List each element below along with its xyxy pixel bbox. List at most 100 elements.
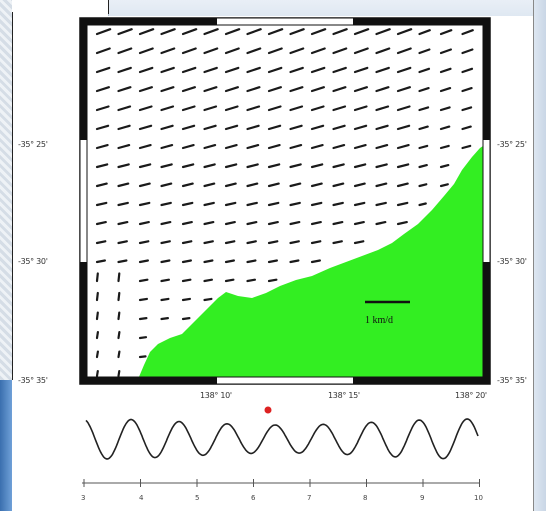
current-vector-arrow — [375, 66, 390, 74]
time-tick-label-6: 6 — [251, 494, 256, 502]
current-vector-arrow — [246, 86, 261, 93]
current-vector-arrow — [396, 105, 411, 112]
current-vector-arrow — [138, 66, 154, 74]
current-vector-arrow — [95, 66, 111, 74]
current-vector-arrow — [289, 28, 305, 36]
current-vector-arrow — [332, 144, 346, 150]
current-vector-arrow — [117, 331, 121, 340]
current-vector-arrow — [418, 202, 427, 207]
current-vector-arrow — [332, 163, 345, 169]
current-vector-arrow — [181, 144, 195, 150]
current-vector-arrow — [160, 124, 174, 131]
current-vector-arrow — [246, 105, 261, 112]
current-vector-arrow — [310, 221, 322, 226]
current-vector-arrow — [160, 201, 172, 207]
current-vector-arrow — [160, 182, 173, 188]
current-vector-arrow — [117, 221, 129, 226]
bottom-frame-segment-1 — [80, 377, 217, 384]
current-vector-arrow — [160, 66, 175, 74]
current-vector-arrow — [117, 163, 130, 169]
current-vector-arrow — [224, 144, 238, 150]
right-frame-segment-2 — [483, 262, 490, 384]
current-vector-arrow — [418, 48, 431, 55]
current-vector-arrow — [418, 183, 428, 188]
current-vector-arrow — [353, 86, 368, 93]
current-vector-arrow — [461, 86, 473, 93]
current-vector-arrow — [181, 297, 191, 302]
current-vector-arrow — [138, 182, 151, 188]
scale-label: 1 km/d — [365, 315, 394, 326]
current-vector-arrow — [310, 144, 324, 150]
current-vector-arrow — [375, 124, 389, 131]
current-vector-arrow — [439, 86, 452, 93]
current-vector-arrow — [95, 370, 99, 378]
current-vector-arrow — [181, 163, 195, 169]
current-vector-arrow — [181, 105, 196, 112]
current-vector-arrow — [396, 163, 410, 169]
current-vector-arrow — [267, 163, 281, 169]
current-vector-arrow — [224, 105, 239, 112]
current-vector-arrow — [439, 67, 452, 74]
current-vector-arrow — [117, 291, 121, 302]
current-vector-arrow — [310, 28, 327, 36]
current-vector-arrow — [160, 221, 172, 226]
current-vector-arrow — [267, 201, 280, 207]
current-vector-arrow — [332, 240, 343, 245]
current-vector-arrow — [138, 144, 152, 150]
current-vector-arrow — [95, 144, 109, 150]
current-vector-arrow — [224, 163, 238, 169]
current-vector-arrow — [181, 124, 196, 131]
current-vector-arrow — [181, 28, 198, 36]
current-vector-arrow — [224, 28, 241, 36]
current-vector-arrow — [117, 105, 132, 112]
current-vector-arrow — [181, 259, 192, 264]
time-axis-ticks — [83, 479, 480, 487]
current-vector-arrow — [353, 240, 365, 245]
current-vector-arrow — [246, 182, 259, 188]
current-vector-arrow — [396, 86, 411, 93]
current-vector-arrow — [160, 278, 170, 283]
current-vector-arrow — [203, 221, 215, 226]
current-vector-arrow — [138, 355, 147, 359]
current-vector-arrow — [117, 201, 129, 207]
current-vector-arrow — [375, 47, 391, 55]
left-frame-segment-2 — [80, 262, 87, 384]
time-tick-label-10: 10 — [474, 494, 483, 502]
current-vector-arrow — [310, 182, 323, 188]
current-vector-arrow — [117, 272, 121, 283]
current-vector-arrow — [224, 182, 237, 188]
current-vector-arrow — [203, 47, 219, 55]
current-vector-arrow — [95, 47, 111, 55]
current-vector-arrow — [289, 163, 302, 169]
current-vector-arrow — [267, 47, 283, 55]
current-vector-arrow — [138, 259, 149, 264]
current-vector-arrow — [203, 144, 217, 150]
current-vector-arrow — [117, 86, 132, 93]
current-vector-arrow — [396, 28, 413, 36]
current-vector-arrow — [246, 28, 262, 36]
current-vector-arrow — [224, 240, 236, 245]
current-vector-arrow — [418, 144, 429, 150]
bottom-frame-segment-2 — [353, 377, 490, 384]
current-vector-arrow — [95, 163, 109, 169]
current-vector-arrow — [95, 28, 112, 36]
current-vector-arrow — [181, 86, 196, 93]
current-vector-arrow — [224, 47, 240, 55]
current-vector-arrow — [246, 124, 260, 131]
current-vector-arrow — [203, 163, 216, 169]
current-vector-arrow — [332, 66, 347, 74]
current-vector-arrow — [310, 259, 321, 264]
current-vector-arrow — [181, 201, 194, 207]
current-vector-arrow — [203, 66, 218, 74]
current-vector-arrow — [160, 47, 176, 55]
current-vector-arrow — [289, 182, 302, 188]
current-vector-arrow — [375, 86, 390, 93]
current-vector-arrow — [439, 106, 451, 112]
current-vector-arrow — [310, 240, 322, 245]
current-vector-arrow — [461, 125, 472, 131]
time-tick-label-7: 7 — [307, 494, 312, 502]
right-border-line — [533, 0, 534, 511]
current-vector-arrow — [439, 48, 452, 55]
current-vector-arrow — [332, 47, 348, 55]
current-vector-arrow — [353, 66, 369, 74]
